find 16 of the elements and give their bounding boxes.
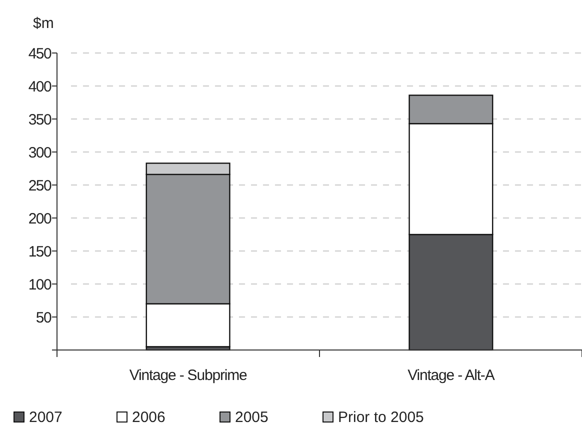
y-tick-label: 50 [36, 309, 52, 326]
y-tick-label: 150 [28, 243, 52, 260]
x-tick-label: Vintage - Alt-A [408, 367, 495, 384]
y-tick-label: 400 [28, 78, 52, 96]
y-tick-label: 300 [28, 144, 52, 162]
y-tick-label: 200 [28, 210, 52, 228]
y-axis-title: $m [33, 15, 54, 32]
legend-label: Prior to 2005 [338, 409, 424, 426]
y-tick-label: 250 [28, 177, 52, 194]
legend-label: 2005 [235, 409, 268, 426]
y-tick-label: 450 [28, 45, 52, 62]
y-tick-label: 350 [28, 111, 52, 128]
legend-label: 2006 [132, 409, 166, 426]
y-tick-label: 100 [28, 276, 52, 294]
legend-label: 2007 [29, 409, 62, 426]
x-tick-label: Vintage - Subprime [129, 367, 247, 384]
